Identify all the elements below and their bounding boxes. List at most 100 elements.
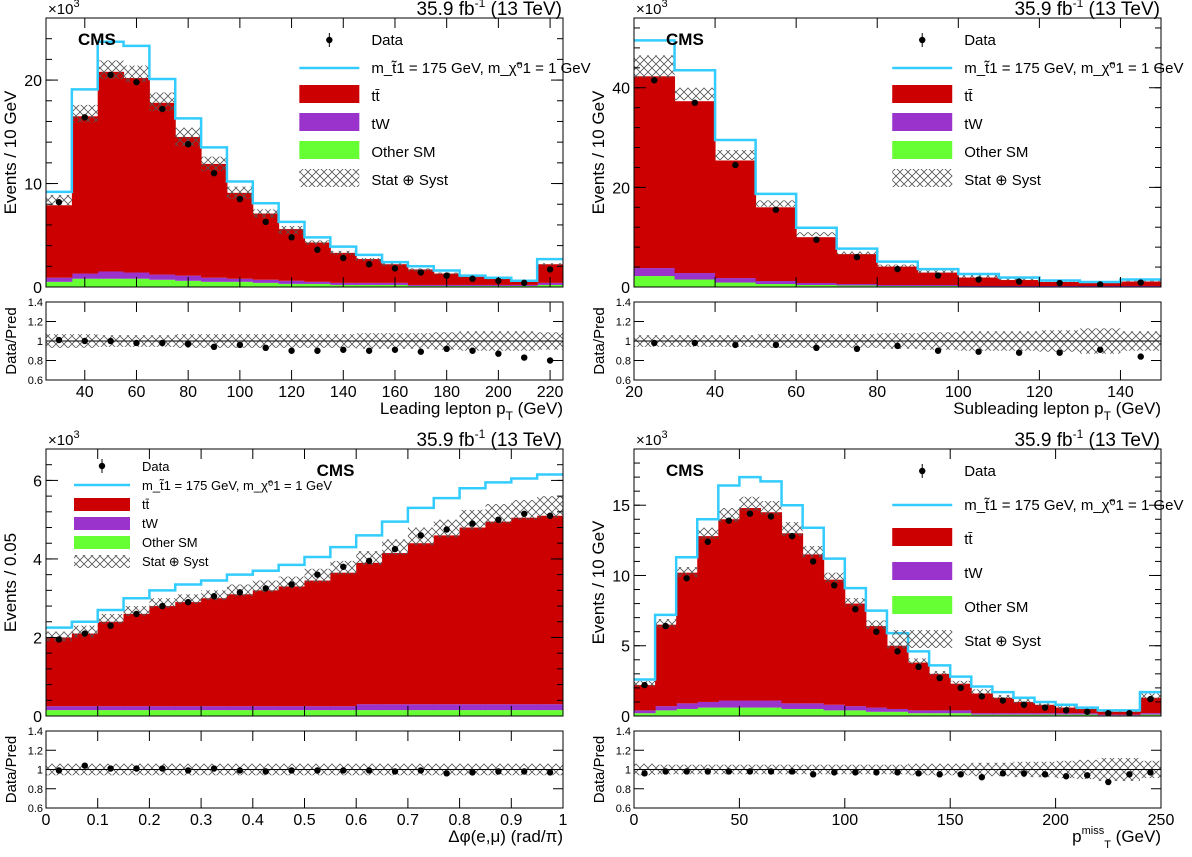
unc-band xyxy=(802,545,824,558)
data-point xyxy=(809,558,817,565)
legend-swatch xyxy=(892,528,953,546)
lumi-label: 35.9 fb-1 (13 TeV) xyxy=(1014,427,1160,451)
legend-label: Data xyxy=(371,32,403,49)
data-point xyxy=(813,236,820,243)
data-point xyxy=(999,697,1007,704)
chart-panel-1: 0 10 20 ×103 35.9 fb-1 (13 TeV) CMS Events / 1… xyxy=(1,0,591,423)
data-point xyxy=(704,538,711,545)
tw-bar xyxy=(356,704,383,711)
unc-band xyxy=(715,150,756,160)
x-tick-label: 180 xyxy=(433,384,460,401)
ttbar-bar xyxy=(175,136,202,276)
x-tick-label: 120 xyxy=(278,384,305,401)
data-point xyxy=(978,693,986,700)
unc-band xyxy=(634,55,675,78)
x-axis-label: Δφ(e,μ) (rad/π) xyxy=(448,827,563,846)
ratio-point xyxy=(340,767,347,774)
legend-swatch xyxy=(892,562,953,580)
ratio-y-axis-label: Data/Pred xyxy=(591,736,608,804)
unc-band xyxy=(917,270,959,274)
ratio-point xyxy=(391,768,399,775)
other-sm-bar xyxy=(278,710,305,716)
data-point xyxy=(546,512,554,519)
other-sm-bar xyxy=(971,714,993,716)
ratio-point xyxy=(732,341,739,349)
data-point xyxy=(210,593,218,600)
ttbar-bar xyxy=(46,205,73,278)
ttbar-bar xyxy=(252,590,280,707)
ratio-y-axis-label: Data/Pred xyxy=(3,307,20,375)
other-sm-bar xyxy=(46,281,73,287)
legend-item-ttbar: tt̄ xyxy=(892,528,973,548)
ratio-y-tick-label: 1 xyxy=(37,336,43,348)
other-sm-bar xyxy=(739,707,761,716)
legend-label: m_t̃1 = 175 GeV, m_χ̃⁰1 = 1 GeV xyxy=(371,60,590,77)
other-sm-bar xyxy=(226,710,254,716)
ratio-point xyxy=(521,768,528,775)
unc-band xyxy=(760,500,782,516)
ttbar-bar xyxy=(485,521,512,705)
other-sm-bar xyxy=(149,710,176,716)
tw-bar xyxy=(537,704,563,711)
ttbar-bar xyxy=(971,693,993,714)
unc-band xyxy=(676,567,698,577)
other-sm-bar xyxy=(330,710,357,716)
tw-bar xyxy=(886,708,909,712)
tw-bar xyxy=(123,706,150,711)
ratio-point xyxy=(725,768,733,775)
data-point xyxy=(1056,279,1063,287)
ratio-point xyxy=(55,336,63,344)
legend-label: tW xyxy=(964,565,983,582)
ttbar-bar xyxy=(634,76,676,269)
other-sm-bar xyxy=(407,285,435,287)
unc-band xyxy=(844,597,866,607)
ttbar-bar xyxy=(123,613,150,707)
unc-band xyxy=(958,275,999,278)
ratio-point xyxy=(1137,353,1144,360)
data-point xyxy=(521,510,528,517)
ratio-point xyxy=(107,337,114,345)
ratio-point xyxy=(788,768,796,775)
legend-swatch xyxy=(74,536,130,549)
ttbar-bar xyxy=(917,272,959,286)
tw-bar xyxy=(407,704,435,711)
tw-bar xyxy=(149,274,176,280)
ratio-y-tick-label: 1 xyxy=(625,765,631,777)
ttbar-bar xyxy=(97,621,125,707)
legend-label: Stat ⊕ Syst xyxy=(371,172,449,189)
ratio-point xyxy=(495,768,502,775)
data-point xyxy=(210,169,218,177)
ratio-point xyxy=(813,344,820,352)
ratio-point xyxy=(469,347,476,354)
x-tick-label: 50 xyxy=(731,812,749,829)
data-point xyxy=(443,526,450,533)
ratio-point xyxy=(365,347,373,354)
y-tick-label: 15 xyxy=(612,498,630,515)
ratio-y-tick-label: 1.4 xyxy=(616,726,631,738)
ttbar-bar xyxy=(382,264,409,283)
other-sm-bar xyxy=(674,279,716,287)
x-tick-label: 250 xyxy=(1148,812,1175,829)
ratio-point xyxy=(1105,778,1112,786)
tw-bar xyxy=(823,704,846,711)
cms-label: CMS xyxy=(317,461,355,480)
x-tick-label: 1 xyxy=(559,812,568,829)
other-sm-bar xyxy=(950,713,972,716)
ttbar-bar xyxy=(71,633,99,707)
ttbar-bar xyxy=(886,645,909,709)
ratio-y-tick-label: 1.2 xyxy=(28,745,43,757)
legend-item-data: Data xyxy=(326,32,404,49)
unc-band xyxy=(971,689,993,694)
ratio-point xyxy=(365,767,373,774)
x-tick-label: 80 xyxy=(179,384,197,401)
y-tick-label: 4 xyxy=(33,552,42,569)
legend-item-other: Other SM xyxy=(892,596,1028,616)
ratio-point xyxy=(417,348,425,355)
data-point xyxy=(546,266,554,273)
unc-band xyxy=(781,522,803,537)
data-point xyxy=(651,77,658,84)
ratio-point xyxy=(417,767,425,774)
legend-label: tW xyxy=(142,516,159,531)
tw-bar xyxy=(674,273,716,280)
ratio-point xyxy=(978,774,986,781)
